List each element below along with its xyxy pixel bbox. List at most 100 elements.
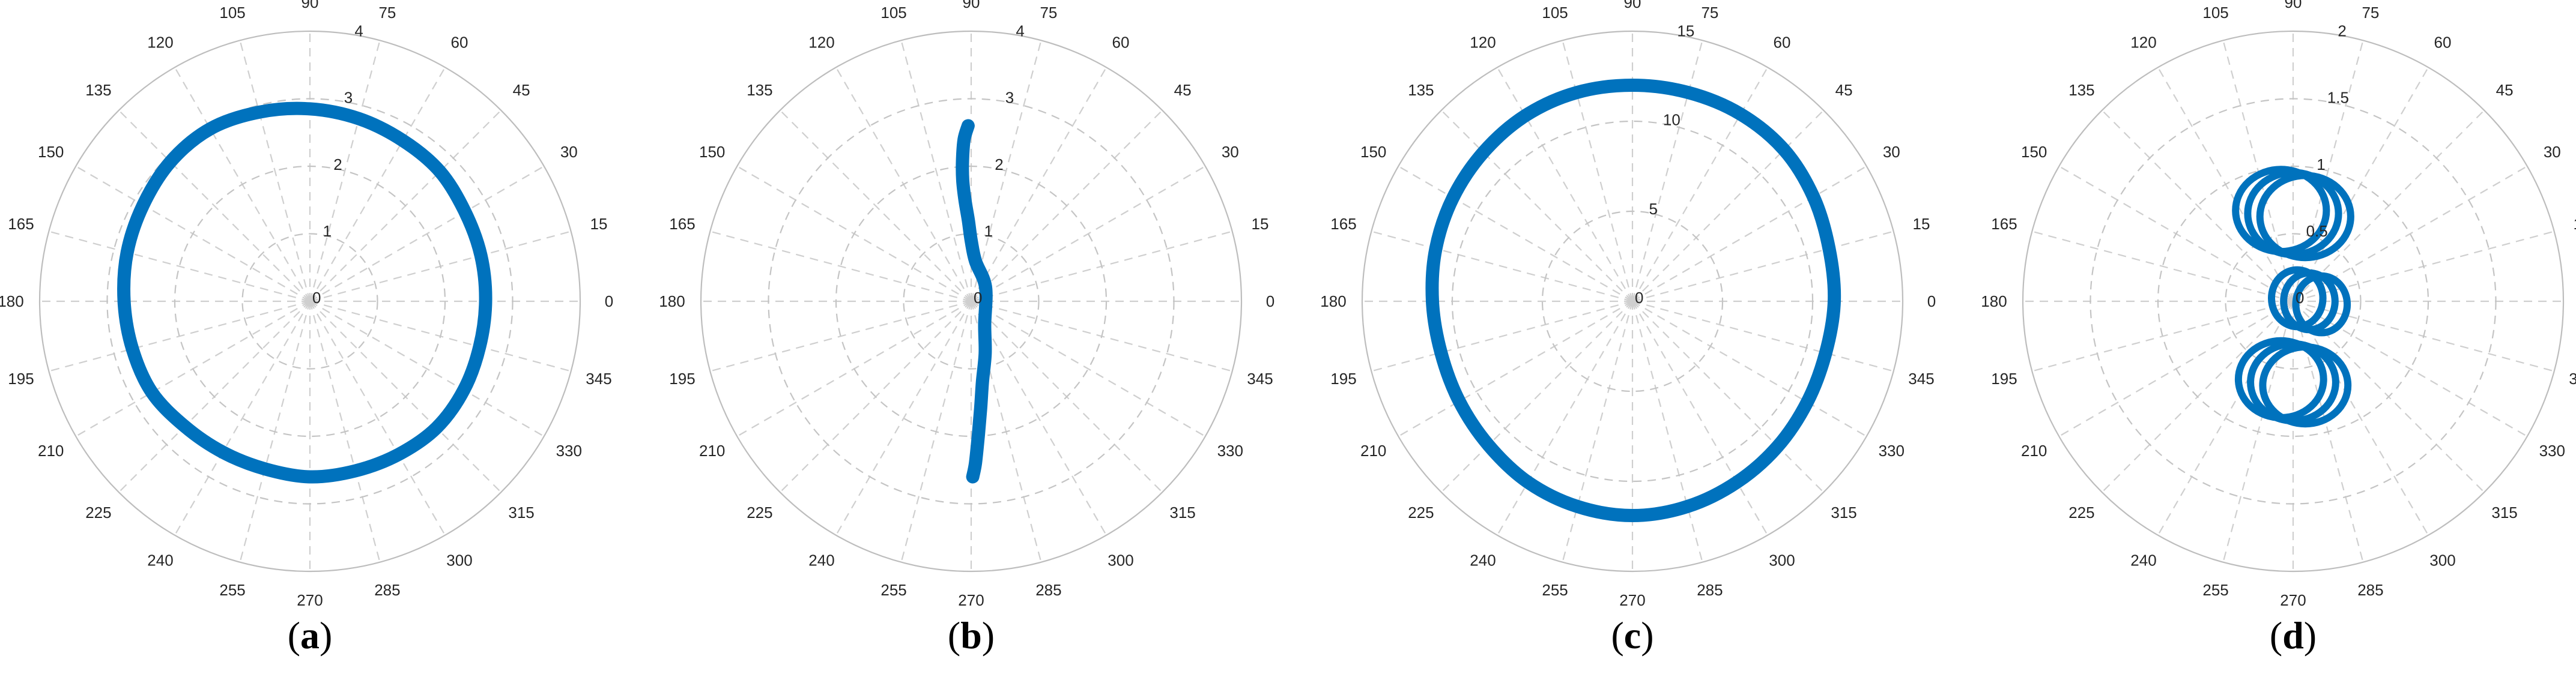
polar-spoke <box>835 301 972 536</box>
angle-tick-label: 45 <box>513 81 530 99</box>
polar-spoke <box>970 40 1042 302</box>
polar-spoke <box>2293 301 2528 437</box>
polar-spoke <box>1441 301 1633 493</box>
angle-tick-label: 285 <box>1035 581 1061 599</box>
angle-tick-label: 330 <box>1217 442 1243 460</box>
angle-tick-label: 120 <box>147 34 173 52</box>
angle-tick-label: 150 <box>699 143 725 161</box>
angle-tick-label: 165 <box>1991 215 2017 233</box>
angle-tick-label: 45 <box>1835 81 1853 99</box>
angle-tick-label: 270 <box>958 591 984 609</box>
angle-tick-label: 120 <box>1470 34 1496 52</box>
angle-tick-label: 195 <box>669 370 695 388</box>
polar-grid-ring <box>2157 165 2429 438</box>
polar-grid-ring <box>835 165 1108 438</box>
angle-tick-label: 210 <box>2021 442 2047 460</box>
polar-spoke <box>1441 110 1633 302</box>
angle-tick-label: 165 <box>669 215 695 233</box>
angle-tick-label: 240 <box>1470 551 1496 569</box>
angle-tick-label: 300 <box>446 551 472 569</box>
angle-tick-label: 75 <box>378 4 396 22</box>
radial-tick-label: 0 <box>1635 289 1643 307</box>
polar-spoke <box>1632 166 1867 302</box>
polar-spoke <box>2032 300 2294 372</box>
angle-tick-label: 255 <box>2202 581 2228 599</box>
polar-spoke <box>2032 230 2294 302</box>
angle-tick-label: 15 <box>1913 215 1930 233</box>
panel-label-c: (c) <box>1611 614 1653 657</box>
angle-tick-label: 30 <box>1883 143 1900 161</box>
radial-tick-label: 0 <box>2296 289 2304 307</box>
angle-tick-label: 195 <box>8 370 34 388</box>
radial-tick-label: 0 <box>312 289 321 307</box>
angle-tick-label: 255 <box>1542 581 1568 599</box>
angle-tick-label: 345 <box>586 370 611 388</box>
angle-tick-label: 330 <box>1879 442 1905 460</box>
angle-tick-label: 150 <box>1360 143 1386 161</box>
radial-tick-label: 3 <box>1005 89 1014 107</box>
angle-tick-label: 330 <box>2539 442 2565 460</box>
radial-tick-label: 4 <box>1016 22 1024 40</box>
radial-tick-label: 10 <box>1663 111 1680 129</box>
polar-spoke <box>971 301 1107 536</box>
polar-spoke <box>239 40 311 302</box>
angle-tick-label: 165 <box>8 215 34 233</box>
angle-tick-label: 60 <box>451 34 468 52</box>
angle-tick-label: 270 <box>2280 591 2306 609</box>
angle-tick-label: 270 <box>1619 591 1645 609</box>
angle-tick-label: 120 <box>2130 34 2156 52</box>
angle-tick-label: 225 <box>1408 504 1434 522</box>
polar-spoke <box>309 40 381 302</box>
angle-tick-label: 75 <box>1701 4 1718 22</box>
series-loop <box>2292 272 2351 337</box>
angle-tick-label: 285 <box>2357 581 2383 599</box>
radial-tick-label: 0 <box>974 289 982 307</box>
angle-tick-label: 15 <box>590 215 608 233</box>
polar-spoke <box>710 300 972 372</box>
polar-grid-ring <box>106 98 514 505</box>
polar-panel-b: 0 1 2 3 4 0 15 30 45 60 75 90 105 120 135 150 165 180 195 2… <box>659 0 1274 609</box>
angle-tick-label: 120 <box>808 34 834 52</box>
radial-tick-label: 0.5 <box>2306 222 2328 240</box>
polar-grid-ring <box>768 98 1175 505</box>
polar-spoke <box>971 166 1206 302</box>
radial-tick-label: 15 <box>1677 22 1694 40</box>
angle-tick-label: 180 <box>1320 292 1346 310</box>
angle-tick-label: 240 <box>2130 551 2156 569</box>
polar-spoke <box>971 301 1206 437</box>
radial-tick-label: 4 <box>354 22 363 40</box>
polar-grid-ring <box>1541 210 1724 393</box>
polar-panel-a: 0 1 2 3 4 0 15 30 45 60 75 90 105 120 135 150 165 180 195 2… <box>0 0 613 609</box>
angle-tick-label: 300 <box>2429 551 2455 569</box>
angle-tick-label: 105 <box>219 4 245 22</box>
radial-tick-label: 1.5 <box>2327 89 2349 107</box>
polar-spoke <box>1631 40 1703 302</box>
angle-tick-label: 30 <box>1222 143 1239 161</box>
angle-tick-label: 0 <box>1927 292 1936 310</box>
panel-label-d: (d) <box>2270 614 2317 657</box>
angle-tick-label: 345 <box>2569 370 2576 388</box>
panel-label-b: (b) <box>948 614 995 657</box>
angle-tick-label: 180 <box>0 292 24 310</box>
angle-tick-label: 165 <box>1330 215 1356 233</box>
angle-tick-label: 345 <box>1247 370 1273 388</box>
angle-tick-label: 0 <box>605 292 613 310</box>
angle-tick-label: 315 <box>508 504 534 522</box>
polar-spoke <box>1632 301 1768 536</box>
angle-tick-label: 75 <box>2362 4 2379 22</box>
series-trace <box>117 101 492 484</box>
polar-spoke <box>49 230 311 302</box>
angle-tick-label: 135 <box>2068 81 2094 99</box>
radial-tick-label: 1 <box>323 222 332 240</box>
angle-tick-label: 210 <box>699 442 725 460</box>
radial-tick-label: 1 <box>984 222 993 240</box>
polar-grid-ring <box>2090 98 2497 505</box>
series-loop <box>2259 343 2352 428</box>
angle-tick-label: 240 <box>808 551 834 569</box>
angle-tick-label: 90 <box>2285 0 2302 11</box>
angle-tick-label: 285 <box>1697 581 1723 599</box>
series-loop <box>2256 172 2354 262</box>
angle-tick-label: 90 <box>963 0 980 11</box>
polar-spoke <box>1371 230 1633 302</box>
polar-spoke <box>1631 301 1703 562</box>
